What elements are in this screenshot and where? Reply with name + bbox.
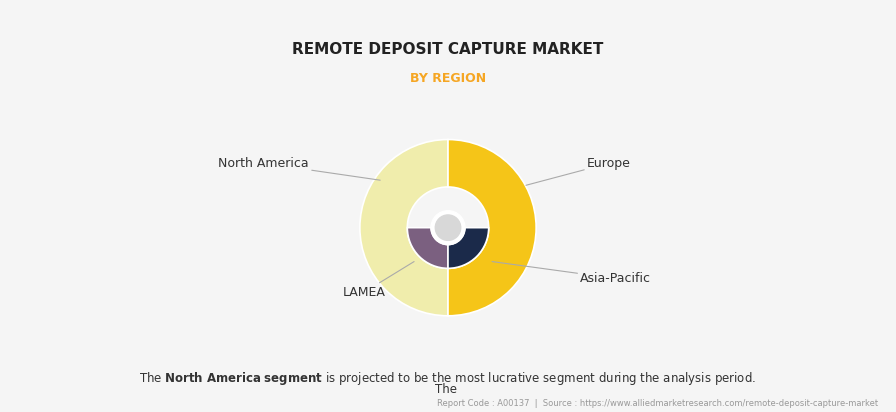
Circle shape bbox=[435, 215, 461, 240]
Wedge shape bbox=[448, 140, 536, 316]
Wedge shape bbox=[360, 140, 448, 316]
Text: BY REGION: BY REGION bbox=[410, 72, 486, 85]
Text: Asia-Pacific: Asia-Pacific bbox=[492, 262, 651, 285]
Text: Europe: Europe bbox=[526, 157, 631, 185]
Wedge shape bbox=[448, 228, 488, 268]
Wedge shape bbox=[408, 228, 448, 268]
Circle shape bbox=[431, 211, 465, 245]
Text: REMOTE DEPOSIT CAPTURE MARKET: REMOTE DEPOSIT CAPTURE MARKET bbox=[292, 42, 604, 57]
Text: Report Code : A00137  |  Source : https://www.alliedmarketresearch.com/remote-de: Report Code : A00137 | Source : https://… bbox=[437, 399, 878, 408]
Text: The: The bbox=[435, 383, 461, 396]
Text: The $\bf{North\ America\ segment}$ is projected to be the most lucrative segment: The $\bf{North\ America\ segment}$ is pr… bbox=[140, 370, 756, 386]
Text: LAMEA: LAMEA bbox=[343, 262, 414, 299]
Text: North America: North America bbox=[219, 157, 380, 180]
